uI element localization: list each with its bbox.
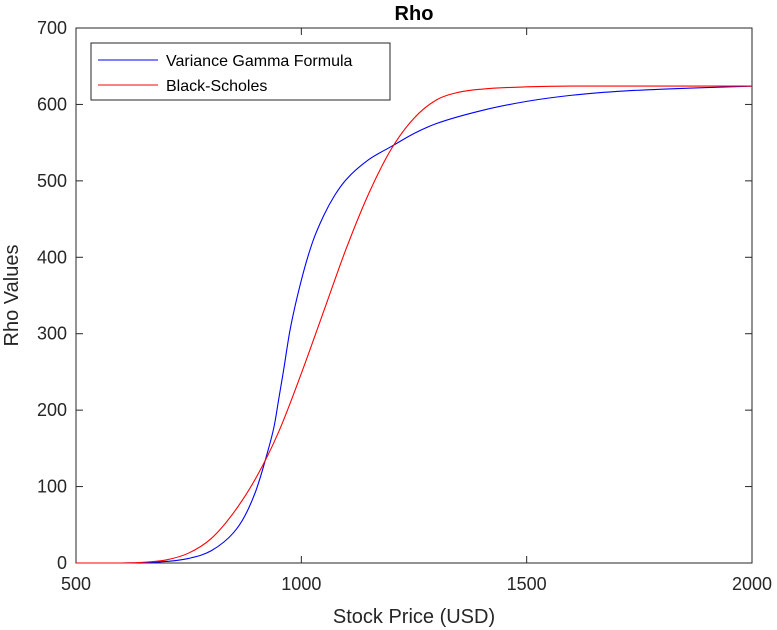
- x-axis-label: Stock Price (USD): [333, 606, 495, 628]
- x-tick-label: 1500: [507, 574, 547, 594]
- y-tick-label: 300: [37, 324, 67, 344]
- legend: Variance Gamma Formula Black-Scholes: [90, 42, 391, 101]
- chart-title: Rho: [395, 3, 434, 25]
- y-tick-label: 400: [37, 247, 67, 267]
- y-axis-label: Rho Values: [1, 245, 23, 347]
- x-ticks: 500 1000 1500 2000: [61, 28, 772, 594]
- y-tick-label: 0: [57, 553, 67, 573]
- y-ticks: 0 100 200 300 400 500 600 700: [37, 18, 752, 573]
- plot-area: 500 1000 1500 2000 0 100 200 300 400 500 600 700: [37, 18, 772, 594]
- variance-gamma-line: [75, 85, 753, 564]
- series-layer: [75, 85, 753, 564]
- y-tick-label: 200: [37, 400, 67, 420]
- x-tick-label: 500: [61, 574, 91, 594]
- legend-label-variance-gamma: Variance Gamma Formula: [166, 53, 353, 70]
- y-tick-label: 700: [37, 18, 67, 38]
- legend-label-black-scholes: Black-Scholes: [166, 78, 267, 95]
- legend-box: [90, 42, 391, 101]
- x-tick-label: 1000: [281, 574, 321, 594]
- y-tick-label: 100: [37, 477, 67, 497]
- axes-box: [75, 27, 753, 564]
- y-tick-label: 500: [37, 171, 67, 191]
- y-tick-label: 600: [37, 94, 67, 114]
- black-scholes-line: [75, 85, 752, 564]
- x-tick-label: 2000: [732, 574, 772, 594]
